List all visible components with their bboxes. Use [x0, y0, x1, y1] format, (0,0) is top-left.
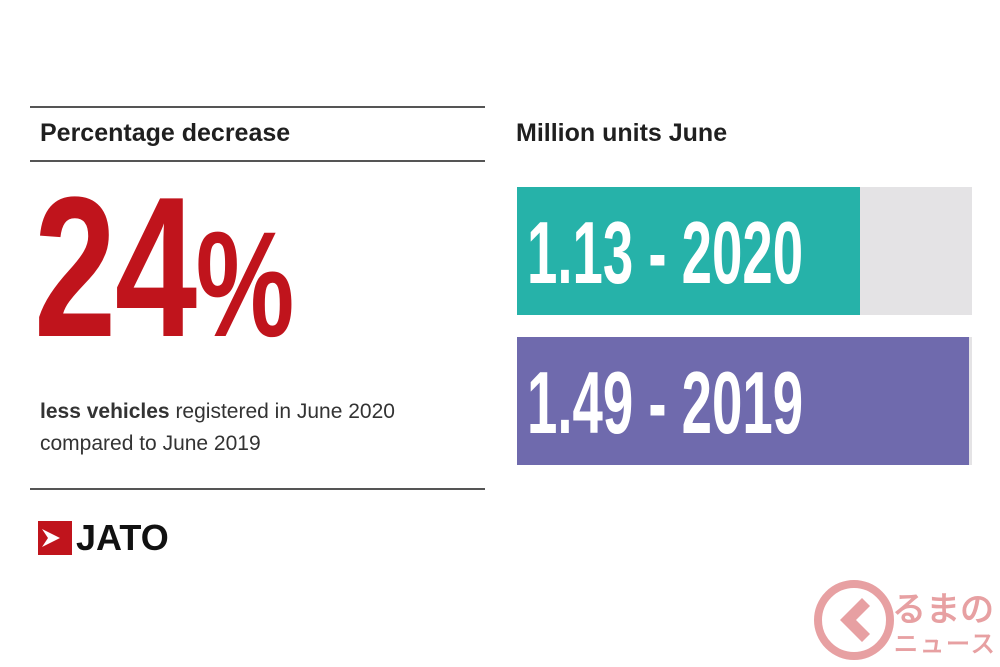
chart-title: Million units June: [516, 119, 728, 147]
percentage-heading: Percentage decrease: [40, 119, 291, 147]
desc-line2: compared to June 2019: [40, 432, 261, 455]
bar-2020: [517, 187, 860, 315]
watermark-line1: るまの: [892, 590, 994, 630]
bar-2019: [517, 337, 969, 465]
heading-divider: [30, 160, 485, 162]
percentage-number: 24: [34, 156, 197, 379]
bottom-divider: [30, 488, 485, 490]
bar-label-2019: 1.49 - 2019: [527, 353, 804, 452]
jato-arrow-icon: [38, 521, 72, 555]
percentage-value: 24%: [34, 168, 295, 384]
watermark-line2: ニュース: [894, 630, 997, 658]
desc-rest: registered in June 2020: [169, 400, 395, 423]
jato-logo: JATO: [38, 520, 169, 556]
top-divider: [30, 106, 485, 108]
kuruma-logo-icon: [814, 580, 894, 660]
decrease-description: less vehicles registered in June 2020 co…: [40, 396, 480, 460]
desc-bold: less vehicles: [40, 400, 170, 423]
jato-logo-text: JATO: [76, 517, 169, 558]
percent-sign: %: [195, 200, 295, 368]
bar-label-2020: 1.13 - 2020: [527, 203, 804, 302]
